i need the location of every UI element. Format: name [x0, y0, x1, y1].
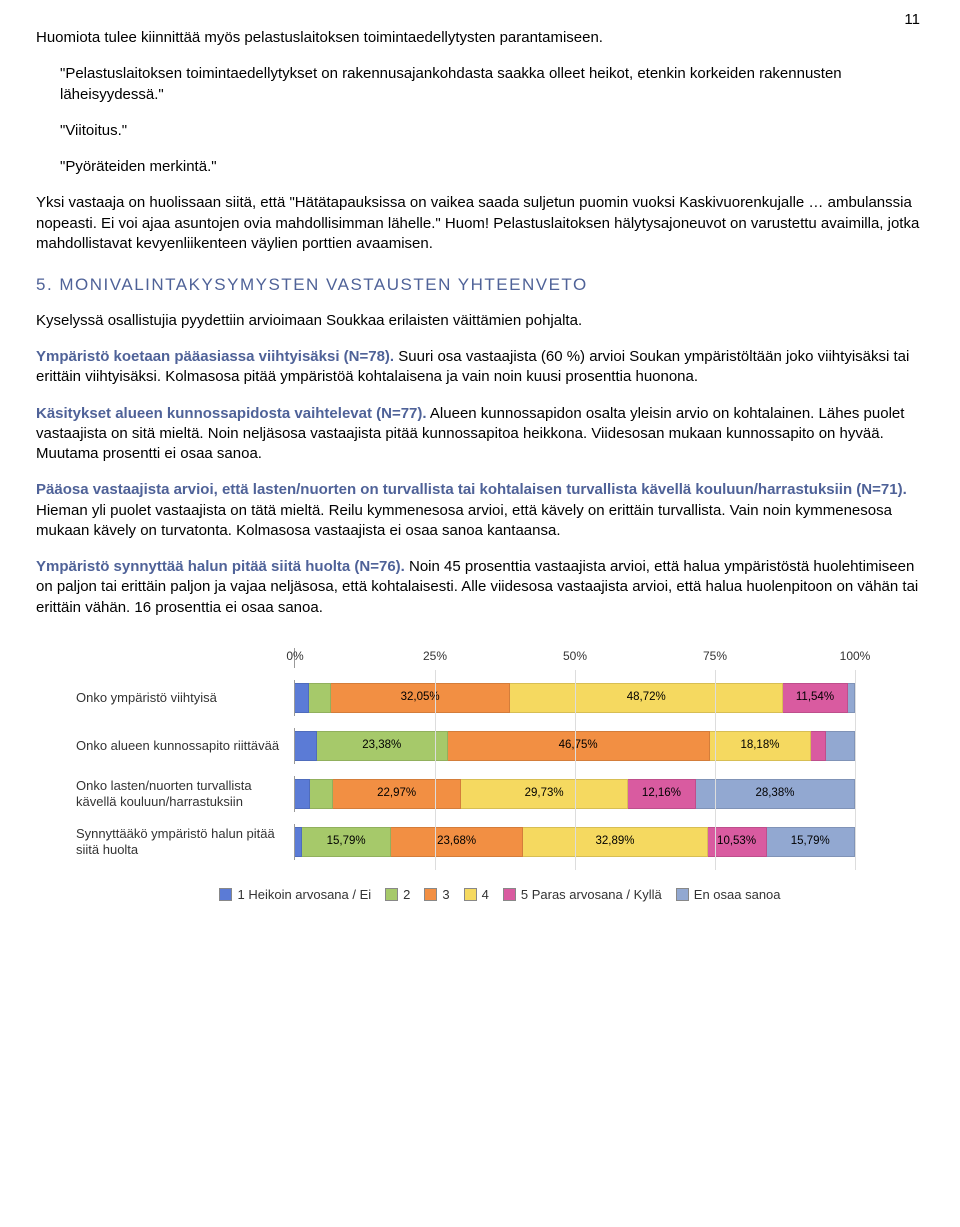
legend-item: En osaa sanoa	[676, 886, 781, 904]
bar-label: Onko alueen kunnossapito riittävää	[76, 738, 294, 754]
bar-segment	[295, 779, 310, 809]
legend-label: 5 Paras arvosana / Kyllä	[521, 886, 662, 904]
axis-tick: 100%	[840, 648, 871, 664]
quote: "Pyöräteiden merkintä."	[60, 157, 924, 177]
legend-item: 4	[464, 886, 489, 904]
bar-segment	[826, 731, 855, 761]
bar-segment: 22,97%	[333, 779, 462, 809]
bar-segment	[295, 683, 309, 713]
legend-label: 2	[403, 886, 410, 904]
paragraph: Huomiota tulee kiinnittää myös pelastusl…	[36, 28, 924, 48]
bar-segment: 28,38%	[696, 779, 855, 809]
bar-segment: 11,54%	[783, 683, 848, 713]
bar-segment	[310, 779, 333, 809]
bar-label: Synnyttääkö ympäristö halun pitää siitä …	[76, 826, 294, 859]
bar-segment: 12,16%	[628, 779, 696, 809]
axis-tick: 0%	[286, 648, 303, 664]
paragraph: Kyselyssä osallistujia pyydettiin arvioi…	[36, 311, 924, 331]
legend-swatch	[219, 888, 232, 901]
legend-label: 1 Heikoin arvosana / Ei	[237, 886, 371, 904]
bold-lead: Käsitykset alueen kunnossapidosta vaihte…	[36, 405, 427, 422]
bar-segment	[295, 827, 302, 857]
legend-swatch	[464, 888, 477, 901]
paragraph-text: Hieman yli puolet vastaajista on tätä mi…	[36, 502, 892, 539]
axis-tick: 25%	[423, 648, 447, 664]
chart-row: Onko ympäristö viihtyisä32,05%48,72%11,5…	[76, 680, 924, 716]
bold-lead: Pääosa vastaajista arvioi, että lasten/n…	[36, 481, 907, 498]
paragraph: Käsitykset alueen kunnossapidosta vaihte…	[36, 404, 924, 465]
legend-swatch	[424, 888, 437, 901]
bar-segment: 15,79%	[302, 827, 390, 857]
bar-segment: 10,53%	[708, 827, 767, 857]
quote: "Viitoitus."	[60, 121, 924, 141]
bar-segment	[811, 731, 826, 761]
legend-label: En osaa sanoa	[694, 886, 781, 904]
bar-segment: 23,38%	[317, 731, 448, 761]
bar-segment: 46,75%	[448, 731, 710, 761]
legend-item: 1 Heikoin arvosana / Ei	[219, 886, 371, 904]
bar-segment	[848, 683, 855, 713]
bar-area: 32,05%48,72%11,54%	[294, 680, 855, 716]
bar-segment	[309, 683, 331, 713]
legend-item: 3	[424, 886, 449, 904]
paragraph: Ympäristö koetaan pääasiassa viihtyisäks…	[36, 347, 924, 388]
chart-legend: 1 Heikoin arvosana / Ei 2 3 4 5 Paras arvosa…	[76, 886, 924, 904]
legend-item: 5 Paras arvosana / Kyllä	[503, 886, 662, 904]
paragraph: Yksi vastaaja on huolissaan siitä, että …	[36, 193, 924, 254]
axis-tick: 75%	[703, 648, 727, 664]
legend-swatch	[676, 888, 689, 901]
bar-area: 15,79%23,68%32,89%10,53%15,79%	[294, 824, 855, 860]
legend-item: 2	[385, 886, 410, 904]
bar-label: Onko lasten/nuorten turvallista kävellä …	[76, 778, 294, 811]
section-heading: 5. MONIVALINTAKYSYMYSTEN VASTAUSTEN YHTE…	[36, 274, 924, 297]
bold-lead: Ympäristö koetaan pääasiassa viihtyisäks…	[36, 348, 394, 365]
chart-row: Synnyttääkö ympäristö halun pitää siitä …	[76, 824, 924, 860]
chart-row: Onko alueen kunnossapito riittävää23,38%…	[76, 728, 924, 764]
bar-segment: 32,05%	[331, 683, 510, 713]
chart-axis: 0% 25% 50% 75% 100%	[76, 648, 924, 668]
paragraph: Ympäristö synnyttää halun pitää siitä hu…	[36, 557, 924, 618]
bar-area: 22,97%29,73%12,16%28,38%	[294, 776, 855, 812]
bar-segment: 15,79%	[767, 827, 855, 857]
legend-label: 4	[482, 886, 489, 904]
bar-segment: 48,72%	[510, 683, 783, 713]
bar-segment	[295, 731, 317, 761]
bar-area: 23,38%46,75%18,18%	[294, 728, 855, 764]
quote: "Pelastuslaitoksen toimintaedellytykset …	[60, 64, 924, 105]
bar-segment: 18,18%	[710, 731, 812, 761]
bar-segment: 23,68%	[391, 827, 524, 857]
legend-swatch	[385, 888, 398, 901]
stacked-bar-chart: 0% 25% 50% 75% 100% Onko ympäristö viihtyisä…	[76, 648, 924, 904]
legend-swatch	[503, 888, 516, 901]
chart-row: Onko lasten/nuorten turvallista kävellä …	[76, 776, 924, 812]
axis-tick: 50%	[563, 648, 587, 664]
paragraph: Pääosa vastaajista arvioi, että lasten/n…	[36, 480, 924, 541]
legend-label: 3	[442, 886, 449, 904]
bar-segment: 32,89%	[523, 827, 707, 857]
bar-segment: 29,73%	[461, 779, 627, 809]
page-number: 11	[904, 10, 920, 30]
bold-lead: Ympäristö synnyttää halun pitää siitä hu…	[36, 558, 405, 575]
bar-label: Onko ympäristö viihtyisä	[76, 690, 294, 706]
